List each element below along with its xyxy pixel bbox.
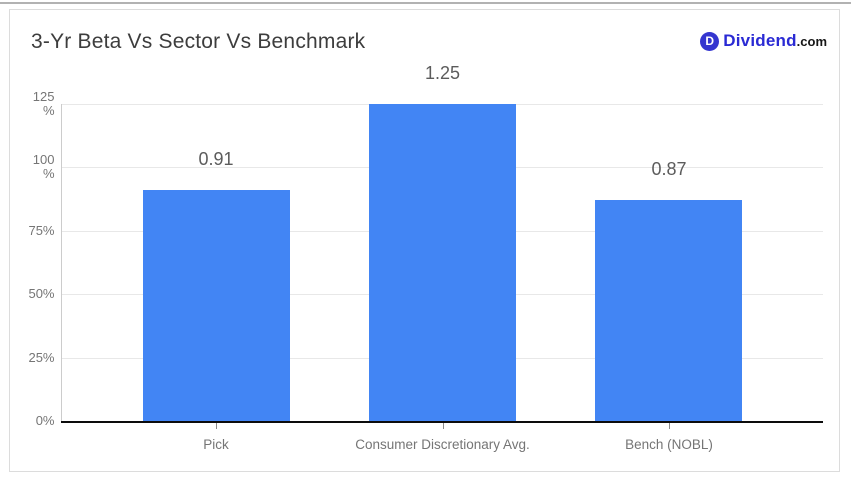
y-axis-label-50%: 50%	[28, 286, 55, 302]
logo-brand-text: Dividend	[723, 31, 797, 50]
y-axis-label-100%: 100%	[32, 152, 55, 182]
bar-chart-plot-area: 0% 25% 50% 75% 100% 125% 0.91 Pick 1.25 Consumer …	[10, 10, 841, 473]
x-axis-tick	[442, 423, 444, 429]
dividend-logo[interactable]: D Dividend .com	[700, 30, 827, 52]
x-axis-label-0: Pick	[203, 437, 229, 452]
chart-card: 3-Yr Beta Vs Sector Vs Benchmark D Divid…	[9, 9, 840, 472]
chart-title: 3-Yr Beta Vs Sector Vs Benchmark	[31, 30, 366, 53]
bar-Consumer Discretionary Avg.[interactable]	[369, 104, 516, 421]
logo-suffix-text: .com	[796, 33, 827, 49]
dividend-d-icon-letter: D	[705, 34, 715, 48]
y-axis-label-0%: 0%	[35, 413, 55, 428]
bar-value-label: 1.25	[424, 63, 461, 83]
y-axis-label-75%: 75%	[28, 222, 55, 238]
y-axis-label-25%: 25%	[28, 349, 55, 365]
top-border-line	[0, 2, 851, 4]
y-axis-label-125%: 125%	[32, 89, 55, 118]
x-axis-baseline	[60, 421, 823, 423]
bar-value-label: 0.91	[198, 149, 234, 170]
bar-Pick[interactable]	[142, 190, 290, 421]
x-axis-tick	[668, 423, 670, 429]
x-axis-label-1: Consumer Discretionary Avg.	[355, 437, 530, 452]
dividend-d-icon: D	[700, 31, 720, 51]
bar-value-label: 0.87	[651, 159, 687, 180]
bar-Bench (NOBL)[interactable]	[595, 200, 743, 421]
y-axis-line	[60, 104, 62, 421]
x-axis-label-2: Bench (NOBL)	[625, 437, 713, 452]
x-axis-tick	[216, 423, 218, 429]
